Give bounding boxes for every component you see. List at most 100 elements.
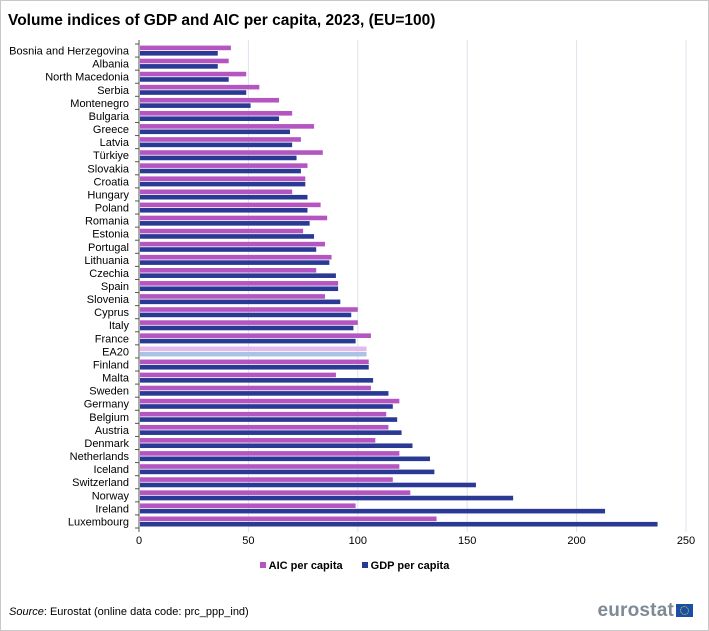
bar-gdp (140, 443, 413, 449)
bar-gdp (140, 430, 402, 435)
category-label: Luxembourg (68, 516, 129, 528)
bar-gdp (140, 286, 339, 292)
bar-aic (140, 228, 304, 234)
category-label: Malta (102, 373, 130, 385)
bar-gdp (140, 260, 330, 265)
x-tick-label: 0 (136, 535, 142, 547)
bar-aic (140, 333, 371, 338)
bar-aic (140, 124, 315, 129)
category-label: Poland (95, 203, 129, 215)
category-label: France (95, 333, 129, 345)
category-label: Denmark (84, 438, 129, 450)
category-label: Estonia (92, 229, 130, 241)
bar-gdp (140, 51, 218, 56)
category-label: Montenegro (70, 98, 129, 110)
x-tick-label: 100 (349, 535, 367, 547)
bar-chart: 0 50 100 150 200 250 Bosnia and HerzegovinaAlb… (9, 40, 695, 547)
category-label: EA20 (102, 346, 129, 358)
bar-aic (140, 372, 336, 378)
bar-aic (140, 385, 371, 391)
bar-gdp (140, 469, 435, 475)
bar-gdp (140, 482, 476, 488)
bar-gdp (140, 64, 218, 69)
bar-gdp (140, 77, 229, 82)
chart-title: Volume indices of GDP and AIC per capita… (8, 12, 436, 29)
bar-aic (140, 464, 400, 469)
bar-aic (140, 490, 411, 495)
bar-gdp (140, 456, 431, 462)
bar-aic (140, 189, 293, 195)
bar-aic (140, 398, 400, 404)
legend-item-aic: AIC per capita (259, 560, 343, 572)
category-label: Sweden (89, 386, 129, 398)
bar-gdp (140, 521, 658, 527)
bar-aic (140, 97, 280, 103)
bar-aic (140, 137, 301, 142)
legend: AIC per capita GDP per capita (0, 560, 709, 572)
source-label: Source (9, 606, 44, 618)
bar-aic (140, 241, 325, 247)
bar-aic (140, 202, 321, 208)
x-tick-label: 200 (567, 535, 585, 547)
bar-aic (140, 307, 358, 312)
bar-aic (140, 294, 325, 299)
bar-aic (140, 320, 358, 325)
bar-gdp (140, 508, 606, 514)
bar-gdp (140, 142, 293, 148)
bar-aic (140, 71, 247, 77)
bar-gdp (140, 351, 367, 357)
bar-gdp (140, 221, 310, 226)
bar-gdp (140, 129, 290, 135)
bar-gdp (140, 103, 251, 108)
source-text: : Eurostat (online data code: prc_ppp_in… (43, 606, 249, 618)
eurostat-logo: eurostat (597, 600, 693, 622)
category-label: Italy (109, 320, 130, 332)
x-tick-label: 50 (242, 535, 254, 547)
category-label: Finland (93, 359, 129, 371)
bar-aic (140, 359, 369, 365)
bar-gdp (140, 168, 301, 174)
source-note: Source: Eurostat (online data code: prc_… (9, 606, 249, 618)
category-label: Romania (85, 216, 130, 228)
category-label: Serbia (97, 85, 130, 97)
bar-gdp (140, 247, 317, 252)
category-label: Lithuania (84, 255, 130, 267)
bar-gdp (140, 391, 389, 396)
category-label: Albania (92, 59, 130, 71)
bar-gdp (140, 338, 356, 344)
bar-aic (140, 84, 260, 90)
legend-label-aic: AIC per capita (268, 560, 343, 572)
bar-aic (140, 163, 308, 168)
category-label: Hungary (87, 189, 129, 201)
category-label: Austria (95, 425, 130, 437)
category-label: North Macedonia (45, 72, 130, 84)
category-label: Belgium (89, 412, 129, 424)
bar-aic (140, 215, 328, 221)
bar-aic (140, 346, 367, 352)
bar-gdp (140, 299, 341, 305)
category-label: Netherlands (70, 451, 130, 463)
bar-aic (140, 111, 293, 116)
category-label: Croatia (94, 176, 130, 188)
category-label: Slovakia (87, 163, 129, 175)
bar-aic (140, 45, 231, 51)
bar-aic (140, 451, 400, 456)
bar-aic (140, 281, 339, 286)
legend-item-gdp: GDP per capita (361, 560, 449, 572)
bar-gdp (140, 364, 369, 370)
category-label: Switzerland (72, 477, 129, 489)
category-label: Germany (84, 399, 130, 411)
bar-gdp (140, 90, 247, 95)
bar-gdp (140, 181, 306, 187)
category-label: Greece (93, 124, 129, 136)
category-label: Bulgaria (89, 111, 130, 123)
bar-aic (140, 176, 306, 182)
bar-aic (140, 254, 332, 260)
legend-swatch-aic (259, 562, 266, 568)
bar-gdp (140, 234, 315, 239)
bar-aic (140, 438, 376, 443)
bar-gdp (140, 155, 297, 161)
category-label: Czechia (89, 268, 130, 280)
category-label: Iceland (94, 464, 129, 476)
bar-gdp (140, 495, 514, 501)
